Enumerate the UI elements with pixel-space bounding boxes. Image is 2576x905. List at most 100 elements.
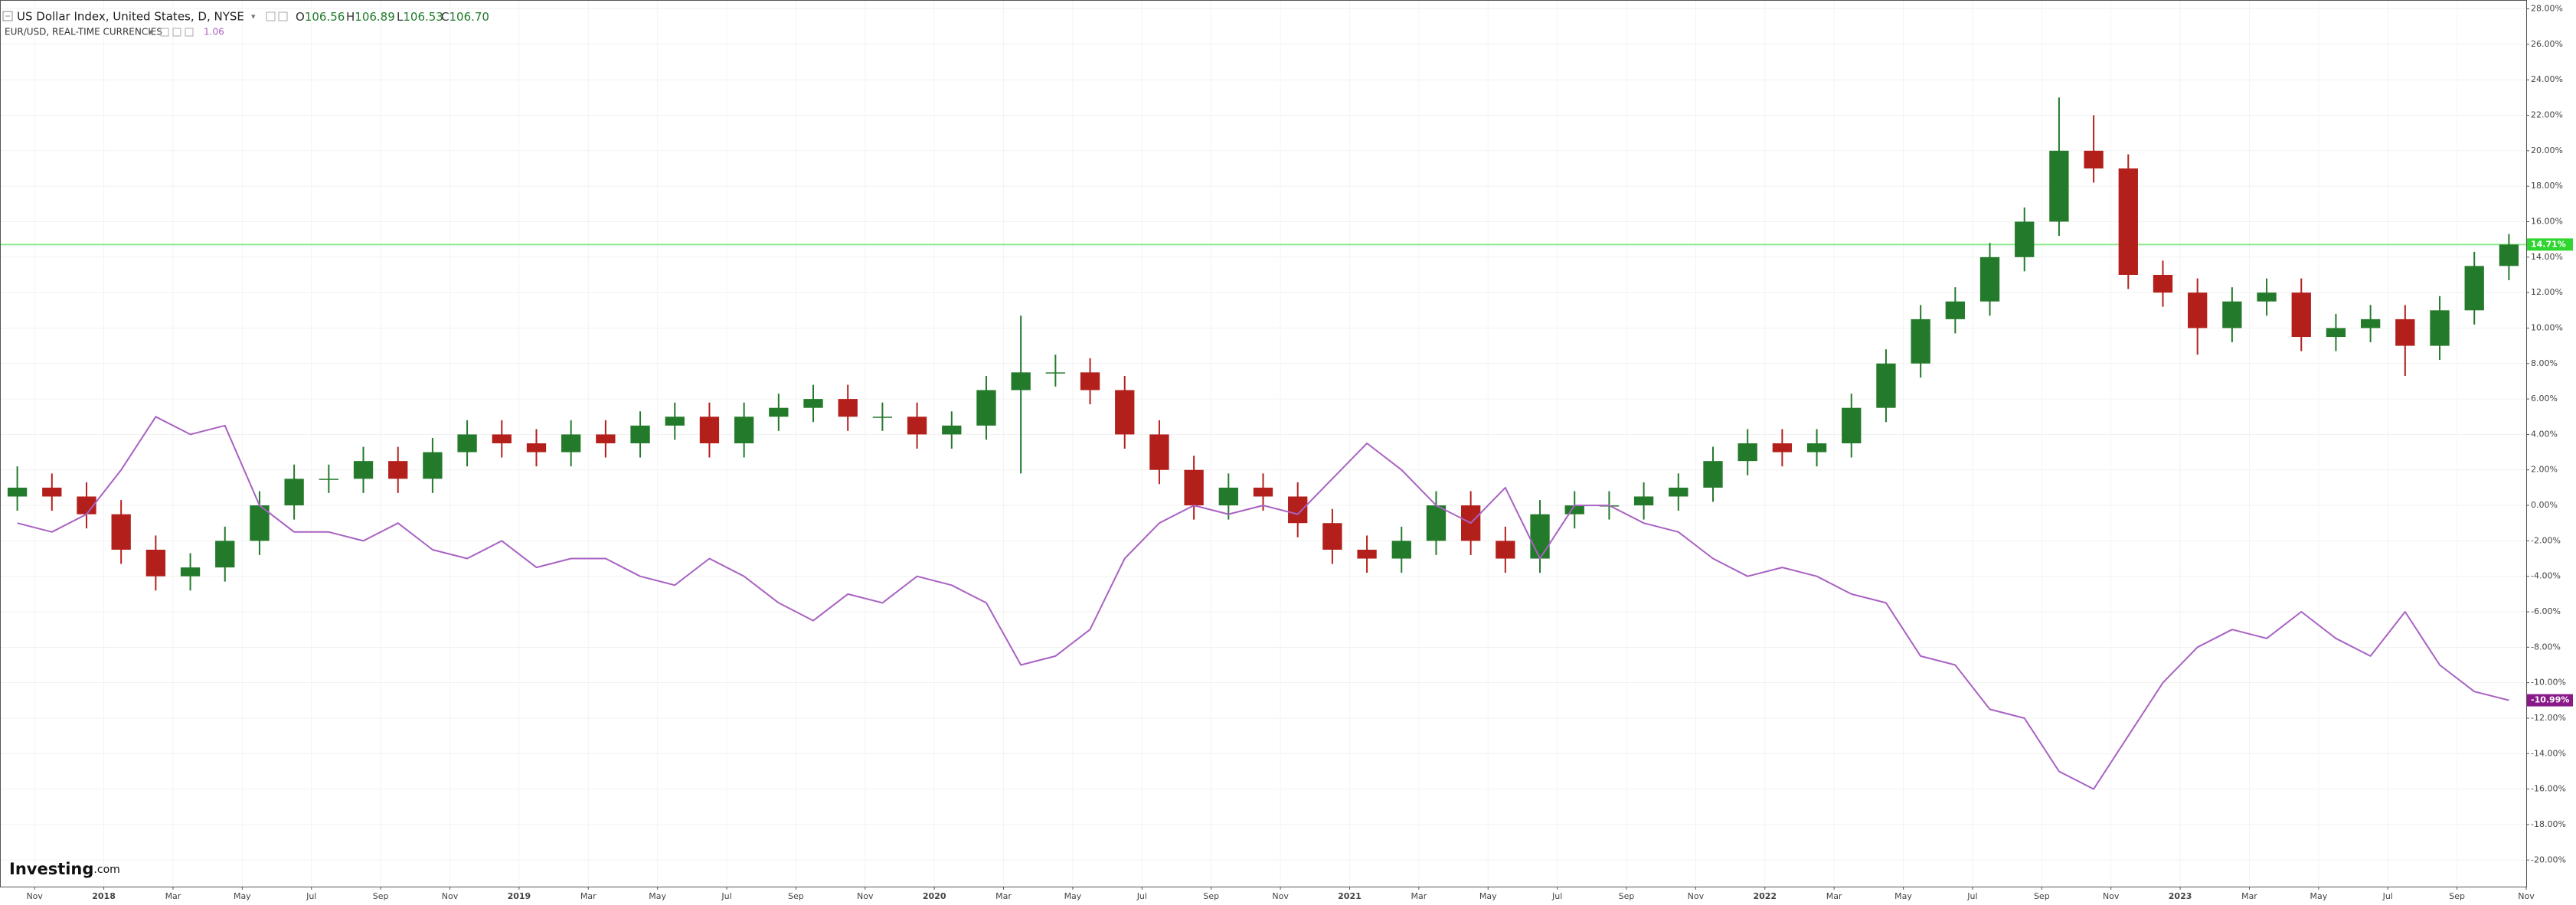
x-tick-label: Nov bbox=[26, 891, 43, 901]
candle-body bbox=[1876, 363, 1896, 408]
last-value-tag bbox=[2527, 238, 2573, 251]
quote-value: 106.56 bbox=[305, 10, 345, 24]
x-tick-label: Mar bbox=[2241, 891, 2257, 901]
x-tick-label: Sep bbox=[788, 891, 804, 901]
series-title: US Dollar Index, United States, D, NYSE bbox=[17, 10, 244, 24]
candle-body bbox=[423, 452, 443, 479]
candle-body bbox=[2291, 292, 2311, 338]
x-tick-label: Jul bbox=[1966, 891, 1977, 901]
y-tick-label: 26.00% bbox=[2531, 39, 2563, 49]
candle-body bbox=[145, 549, 166, 577]
candle-body bbox=[630, 425, 650, 443]
quote-label: O bbox=[296, 10, 305, 24]
x-tick-label: Sep bbox=[373, 891, 389, 901]
x-tick-label: 2020 bbox=[923, 891, 946, 901]
x-tick-label: Nov bbox=[1272, 891, 1289, 901]
candle-body bbox=[1564, 505, 1584, 515]
y-tick-label: 24.00% bbox=[2531, 74, 2563, 84]
candle-body bbox=[111, 514, 131, 550]
x-tick-label: Mar bbox=[580, 891, 597, 901]
y-tick-label: -20.00% bbox=[2531, 854, 2566, 864]
x-tick-label: Jul bbox=[721, 891, 731, 901]
series-title: EUR/USD, REAL-TIME CURRENCIES bbox=[5, 27, 162, 38]
candle-body bbox=[1945, 301, 1965, 319]
y-tick-label: 18.00% bbox=[2531, 181, 2563, 191]
candle-body bbox=[1080, 372, 1100, 390]
y-tick-label: -12.00% bbox=[2531, 713, 2566, 723]
candle-body bbox=[907, 417, 927, 435]
x-tick-label: Nov bbox=[2103, 891, 2120, 901]
candle-body bbox=[1426, 505, 1447, 541]
candle-body bbox=[388, 461, 408, 479]
candle-body bbox=[1911, 319, 1930, 364]
x-tick-label: Jul bbox=[306, 891, 316, 901]
candle-body bbox=[1218, 487, 1238, 506]
candle-body bbox=[2257, 292, 2277, 302]
candle-body bbox=[976, 390, 996, 426]
last-value-tag bbox=[2527, 694, 2573, 707]
candle-body bbox=[1288, 496, 1308, 524]
x-tick-label: Sep bbox=[2449, 891, 2465, 901]
dropdown-icon[interactable]: ▾ bbox=[251, 11, 256, 21]
quote-value: 106.53 bbox=[403, 10, 443, 24]
candle-body bbox=[319, 479, 338, 480]
candle-body bbox=[526, 443, 547, 452]
y-tick-label: 12.00% bbox=[2531, 287, 2563, 297]
y-tick-label: 8.00% bbox=[2531, 358, 2558, 368]
x-tick-label: 2019 bbox=[508, 891, 531, 901]
x-tick-label: Mar bbox=[995, 891, 1012, 901]
candle-body bbox=[1633, 496, 1654, 506]
candle-body bbox=[1703, 461, 1723, 488]
x-tick-label: Nov bbox=[442, 891, 459, 901]
y-tick-label: 6.00% bbox=[2531, 394, 2558, 403]
candle-body bbox=[1115, 390, 1135, 435]
candle-body bbox=[699, 417, 720, 443]
close-icon[interactable] bbox=[278, 11, 288, 21]
candle-body bbox=[2118, 168, 2138, 275]
dropdown-icon[interactable]: ▾ bbox=[149, 28, 152, 37]
candle-body bbox=[1391, 541, 1411, 559]
x-tick-label: 2018 bbox=[92, 891, 116, 901]
candle-body bbox=[2049, 150, 2069, 222]
quote-value: 106.89 bbox=[355, 10, 395, 24]
x-tick-label: Jul bbox=[1551, 891, 1562, 901]
candle-body bbox=[561, 434, 581, 452]
y-tick-label: -4.00% bbox=[2531, 571, 2561, 581]
x-tick-label: Mar bbox=[165, 891, 181, 901]
collapse-icon[interactable] bbox=[2, 11, 13, 21]
x-tick-label: May bbox=[649, 891, 666, 901]
x-tick-label: 2022 bbox=[1753, 891, 1777, 901]
close-icon[interactable] bbox=[185, 28, 194, 37]
y-tick-label: 14.00% bbox=[2531, 252, 2563, 262]
settings-icon[interactable] bbox=[160, 28, 169, 37]
candle-body bbox=[2153, 274, 2173, 293]
quote-label: L bbox=[397, 10, 404, 24]
y-tick-label: 10.00% bbox=[2531, 322, 2563, 332]
settings-icon[interactable] bbox=[266, 11, 276, 21]
x-tick-label: Sep bbox=[1203, 891, 1219, 901]
candle-body bbox=[2188, 292, 2208, 328]
candle-body bbox=[2084, 150, 2104, 169]
candle-body bbox=[1357, 549, 1377, 559]
x-tick-label: Nov bbox=[1688, 891, 1705, 901]
y-tick-label: 16.00% bbox=[2531, 217, 2563, 227]
brand-suffix: .com bbox=[93, 864, 119, 876]
candle-body bbox=[2430, 310, 2450, 346]
candle-body bbox=[1045, 372, 1066, 374]
candle-body bbox=[1669, 487, 1688, 497]
quote-value: 106.70 bbox=[449, 10, 489, 24]
y-tick-label: -10.00% bbox=[2531, 678, 2566, 688]
candle-body bbox=[77, 496, 96, 515]
y-tick-label: 2.00% bbox=[2531, 465, 2558, 475]
candle-body bbox=[1322, 523, 1342, 550]
x-tick-label: May bbox=[2310, 891, 2327, 901]
candle-body bbox=[1772, 443, 1793, 452]
candle-body bbox=[838, 399, 858, 417]
candle-body bbox=[2360, 319, 2381, 328]
x-tick-label: Mar bbox=[1826, 891, 1842, 901]
y-tick-label: -18.00% bbox=[2531, 819, 2566, 829]
x-tick-label: Mar bbox=[1411, 891, 1427, 901]
plot-area bbox=[0, 0, 2527, 887]
x-tick-label: May bbox=[234, 891, 251, 901]
visibility-icon[interactable] bbox=[172, 28, 181, 37]
